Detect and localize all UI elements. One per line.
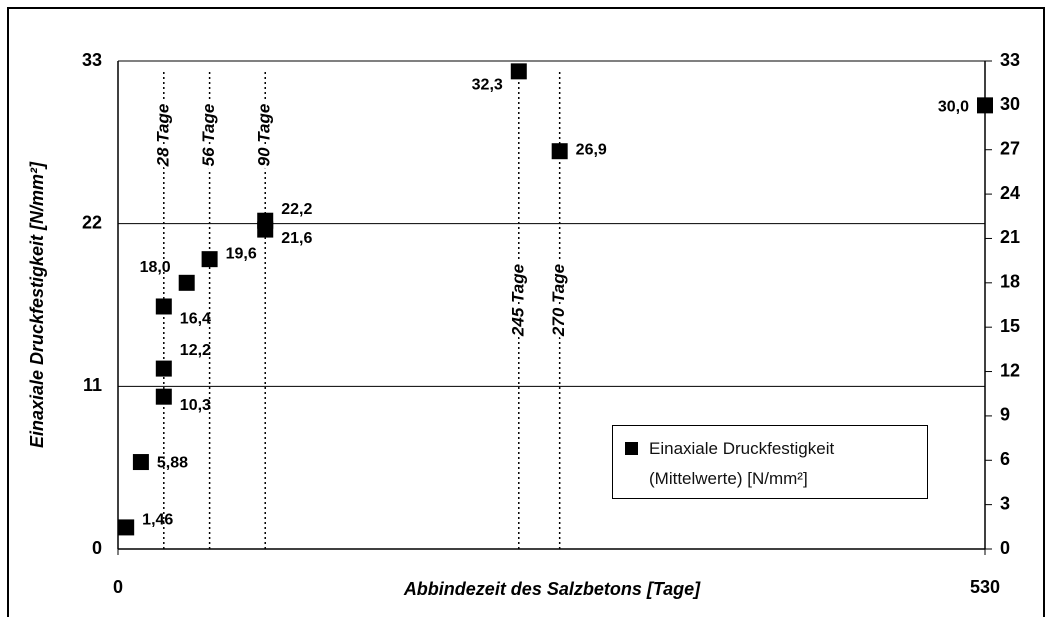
y2-tick-label: 9 — [1000, 405, 1010, 425]
data-label: 22,2 — [281, 201, 312, 218]
x-tick-label: 530 — [970, 577, 1000, 597]
y2-tick-label: 21 — [1000, 227, 1020, 247]
reference-label: 28 Tage — [153, 104, 172, 168]
y2-tick-label: 18 — [1000, 272, 1020, 292]
data-label: 32,3 — [472, 77, 503, 94]
legend: Einaxiale Druckfestigkeit (Mittelwerte) … — [612, 425, 928, 499]
reference-label: 56 Tage — [199, 104, 218, 167]
data-label: 19,6 — [226, 245, 257, 262]
data-label: 10,3 — [180, 397, 211, 414]
y2-tick-label: 15 — [1000, 316, 1020, 336]
y2-tick-label: 24 — [1000, 183, 1020, 203]
point — [201, 251, 218, 268]
y2-tick-label: 0 — [1000, 538, 1010, 558]
point — [132, 454, 149, 471]
y2-tick-label: 6 — [1000, 449, 1010, 469]
reference-label: 245 Tage — [508, 264, 527, 337]
data-label: 5,88 — [157, 454, 188, 471]
point — [551, 143, 568, 160]
point — [118, 519, 135, 536]
y-tick-label: 33 — [82, 50, 102, 70]
y-tick-label: 11 — [83, 375, 102, 395]
data-label: 18,0 — [140, 259, 171, 276]
data-label: 30,0 — [938, 99, 969, 116]
y-tick-label: 22 — [82, 212, 102, 232]
y2-tick-label: 33 — [1000, 50, 1020, 70]
data-label: 16,4 — [180, 311, 211, 328]
y-axis-label: Einaxiale Druckfestigkeit [N/mm²] — [27, 161, 47, 448]
point — [155, 388, 172, 405]
point — [257, 212, 274, 229]
point — [977, 97, 993, 114]
reference-label: 270 Tage — [549, 264, 568, 337]
legend-marker — [625, 442, 638, 455]
legend-label: Einaxiale Druckfestigkeit (Mittelwerte) … — [649, 439, 835, 488]
x-tick-label: 0 — [113, 577, 123, 597]
y2-tick-label: 27 — [1000, 138, 1020, 158]
data-label: 1,46 — [142, 512, 173, 529]
y2-tick-label: 3 — [1000, 493, 1010, 513]
y2-tick-label: 12 — [1000, 360, 1020, 380]
data-label: 21,6 — [281, 230, 312, 247]
point — [178, 274, 195, 291]
y-tick-label: 0 — [92, 538, 102, 558]
data-label: 26,9 — [576, 141, 607, 158]
y2-tick-label: 30 — [1000, 94, 1020, 114]
point — [155, 298, 172, 315]
point — [510, 63, 527, 80]
reference-label: 90 Tage — [255, 104, 274, 167]
point — [155, 360, 172, 377]
frame — [7, 7, 1045, 617]
x-axis-label: Abbindezeit des Salzbetons [Tage] — [403, 579, 701, 599]
data-label: 12,2 — [180, 342, 211, 359]
